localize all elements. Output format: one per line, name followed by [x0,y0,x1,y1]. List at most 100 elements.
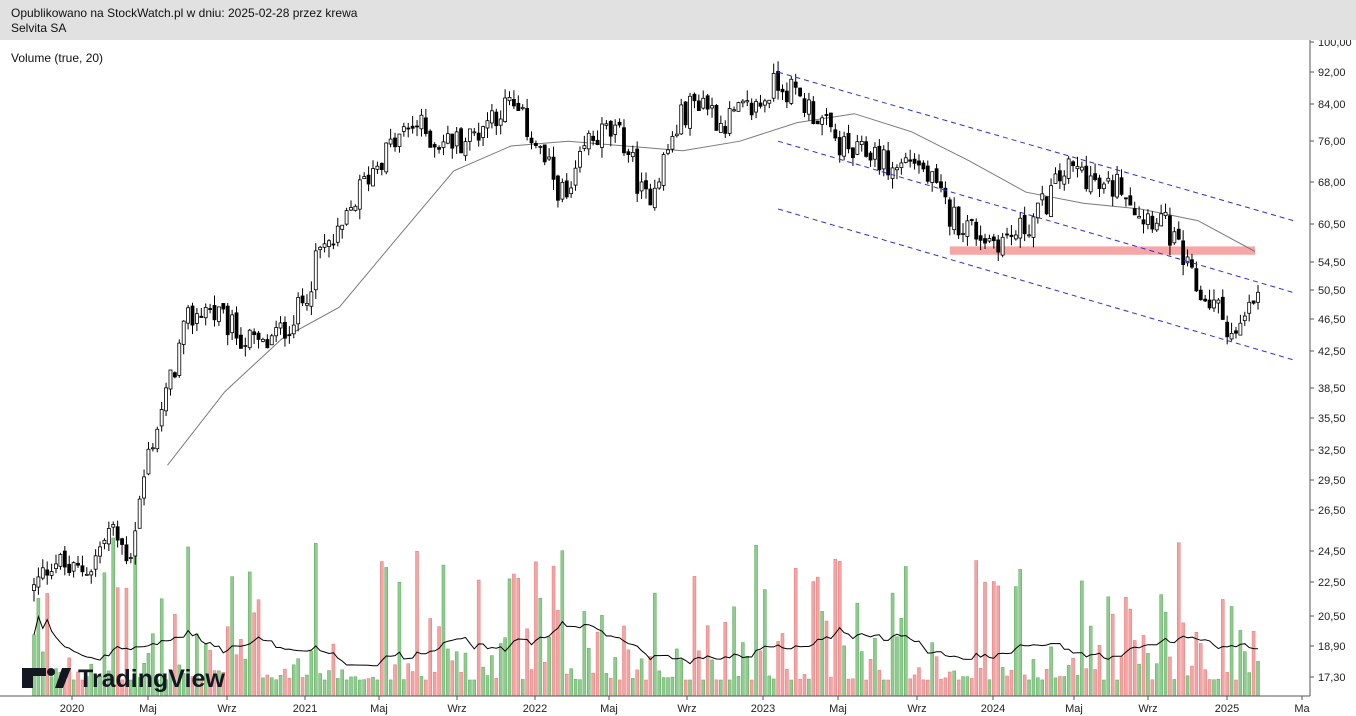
volume-bar [789,679,794,697]
candle [644,172,648,199]
volume-bar [336,678,340,697]
candle [454,126,459,155]
candle [666,144,670,156]
y-tick-label: 100,00 [1318,40,1352,49]
volume-bar [604,673,609,697]
candle [784,82,789,109]
candle [115,520,120,548]
candle [1163,203,1168,219]
volume-bar [525,628,529,697]
candle [1071,160,1075,172]
volume-bar [763,589,767,697]
candle [155,426,160,453]
candle [472,127,477,137]
volume-bar [873,638,877,697]
candle [776,61,780,100]
volume-bar [1128,608,1133,697]
volume-bar [741,642,745,697]
volume-bar [318,673,322,697]
volume-bar [1163,612,1168,697]
volume-bar [424,679,428,697]
volume-bar [679,659,683,697]
volume-bar [890,592,895,697]
candle [410,115,415,134]
volume-bar [538,598,543,697]
x-tick-label: Wrz [1138,703,1157,715]
candle [106,521,111,552]
candle [551,146,556,190]
candle [1242,311,1247,326]
volume-bar [358,679,362,697]
x-axis-ticks: 2020 Maj Wrz 2021 Maj Wrz 2022 Maj Wrz 2023 Maj Wrz… [60,696,1311,715]
volume-bar [1194,631,1199,697]
candle [128,553,133,564]
volume-bar [402,679,406,697]
volume-bar [446,648,450,697]
candle [564,173,569,200]
volume-bar [719,679,723,697]
candle [243,337,248,357]
candle [727,101,732,137]
candle [688,92,692,136]
candle [208,303,213,314]
candle [1119,169,1124,197]
candle [1066,156,1071,184]
candle [489,104,494,129]
candle [512,90,516,110]
candle [111,521,116,536]
volume-bar [701,679,705,697]
axes [0,40,1311,697]
volume-bar [380,561,384,697]
candle [102,538,107,550]
candle [912,153,917,170]
candle [419,108,424,137]
candle [873,142,877,168]
price-chart[interactable]: 2020 Maj Wrz 2021 Maj Wrz 2022 Maj Wrz 2023 Maj Wrz… [0,40,1356,716]
volume-bar [362,679,366,697]
candle [32,577,36,602]
volume-bar [547,636,551,697]
volume-bar [1207,679,1212,697]
candle [767,99,772,109]
candle [177,339,182,378]
candle [313,243,318,299]
volume-bar [1181,622,1185,697]
volume-bar [723,622,727,697]
volume-bar [1225,672,1229,697]
volume-bar [415,551,419,697]
volume-bar [490,655,494,697]
candle [1141,209,1146,234]
volume-bar [349,676,353,697]
y-tick-label: 76,00 [1318,136,1346,148]
candle [1115,166,1120,200]
volume-bar [1005,675,1009,697]
candle [423,108,428,137]
volume-bar [305,674,309,697]
volume-bar [344,679,349,697]
candle [247,328,252,351]
support-zone [949,246,1256,255]
volume-bar [939,678,943,697]
y-tick-label: 22,50 [1318,577,1346,589]
volume-bar [287,677,292,697]
volume-bar [595,631,600,697]
x-tick-label: Wrz [217,703,236,715]
candle [230,309,235,340]
candle [556,174,560,208]
volume-bar [675,648,679,697]
candle [1225,315,1230,345]
candle [322,234,327,253]
candle [1150,211,1155,233]
volume-bar [842,645,846,697]
y-tick-label: 46,50 [1318,314,1346,326]
volume-bar [494,678,499,697]
volume-bar [635,669,639,697]
volume-bar [622,625,626,697]
volume-bar [419,676,424,697]
volume-bar [930,642,934,697]
y-tick-label: 29,50 [1318,475,1346,487]
candle [710,97,714,118]
candle [265,334,270,349]
volume-bar [868,658,873,697]
candle [622,119,626,157]
